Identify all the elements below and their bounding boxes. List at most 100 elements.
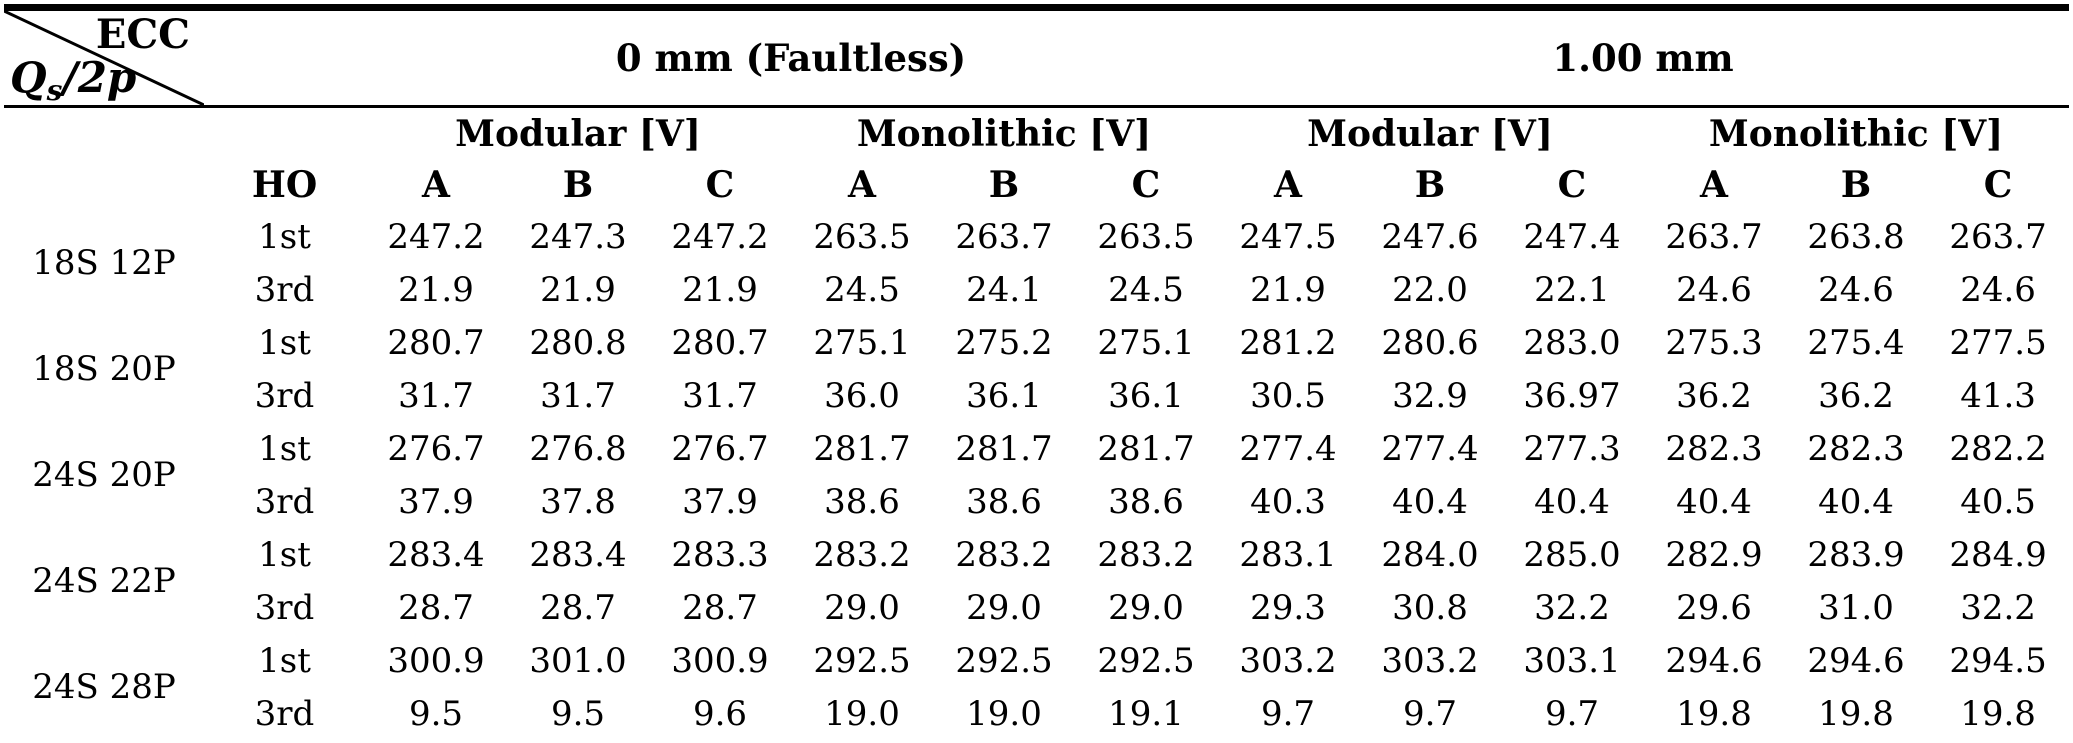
value-cell: 36.97: [1523, 375, 1621, 416]
value-cell: 275.1: [1097, 322, 1195, 363]
value-cell: 281.7: [955, 428, 1053, 469]
value-cell: 276.7: [671, 428, 769, 469]
value-cell: 22.0: [1392, 269, 1468, 310]
value-cell: 29.3: [1250, 587, 1326, 628]
phase-header: B: [562, 164, 594, 206]
table-row-winding-type-header: Modular [V] Monolithic [V] Modular [V] M…: [4, 107, 2069, 161]
value-cell: 303.1: [1523, 640, 1621, 681]
table-row: 24S 22P 1st 283.4 283.4 283.3 283.2 283.2 283.2…: [4, 528, 2069, 602]
value-cell: 283.4: [387, 534, 485, 575]
table-row: 18S 12P 1st 247.2 247.3 247.2 263.5 263.7 263.5…: [4, 210, 2069, 284]
value-cell: 263.7: [1949, 216, 2047, 257]
value-cell: 303.2: [1239, 640, 1337, 681]
value-cell: 31.0: [1818, 587, 1894, 628]
value-cell: 31.7: [398, 375, 474, 416]
value-cell: 280.8: [529, 322, 627, 363]
row-group-label: 24S 20P: [32, 455, 176, 495]
value-cell: 247.5: [1239, 216, 1337, 257]
ecc-group-header-1mm: 1.00 mm: [1217, 7, 2070, 108]
paper-table-page: ECC Qs/2p 0 mm (Faultless) 1.00 mm Modul…: [0, 4, 2073, 743]
value-cell: 40.4: [1818, 481, 1894, 522]
value-cell: 284.0: [1381, 534, 1479, 575]
value-cell: 275.2: [955, 322, 1053, 363]
voltage-harmonics-table: ECC Qs/2p 0 mm (Faultless) 1.00 mm Modul…: [4, 4, 2070, 740]
value-cell: 22.1: [1534, 269, 1610, 310]
value-cell: 277.3: [1523, 428, 1621, 469]
value-cell: 36.1: [966, 375, 1042, 416]
table-body: 18S 12P 1st 247.2 247.3 247.2 263.5 263.7 263.5…: [4, 210, 2069, 740]
value-cell: 292.5: [813, 640, 911, 681]
value-cell: 40.4: [1392, 481, 1468, 522]
harmonic-order-cell: 1st: [258, 216, 311, 257]
value-cell: 283.4: [529, 534, 627, 575]
value-cell: 29.0: [1108, 587, 1184, 628]
phase-header: B: [1840, 164, 1872, 206]
q-symbol: Q: [10, 53, 47, 102]
value-cell: 30.8: [1392, 587, 1468, 628]
value-cell: 247.3: [529, 216, 627, 257]
value-cell: 28.7: [398, 587, 474, 628]
subgroup-header-monolithic-1mm: Monolithic [V]: [1708, 113, 2004, 155]
value-cell: 282.2: [1949, 428, 2047, 469]
ecc-group-header-0mm: 0 mm (Faultless): [365, 7, 1217, 108]
value-cell: 19.0: [966, 693, 1042, 734]
harmonic-order-header: HO: [251, 164, 318, 206]
value-cell: 275.1: [813, 322, 911, 363]
harmonic-order-cell: 3rd: [254, 481, 315, 522]
value-cell: 41.3: [1960, 375, 2036, 416]
value-cell: 282.9: [1665, 534, 1763, 575]
value-cell: 38.6: [966, 481, 1042, 522]
table-row: 3rd 37.9 37.8 37.9 38.6 38.6 38.6 40.3 40.4 40.4 4…: [4, 475, 2069, 528]
value-cell: 263.8: [1807, 216, 1905, 257]
value-cell: 19.1: [1108, 693, 1184, 734]
value-cell: 283.9: [1807, 534, 1905, 575]
value-cell: 294.5: [1949, 640, 2047, 681]
value-cell: 280.7: [671, 322, 769, 363]
value-cell: 292.5: [955, 640, 1053, 681]
value-cell: 247.2: [387, 216, 485, 257]
phase-header: A: [848, 164, 876, 206]
table-row: 24S 20P 1st 276.7 276.8 276.7 281.7 281.7 281.7…: [4, 422, 2069, 496]
value-cell: 294.6: [1665, 640, 1763, 681]
value-cell: 283.2: [813, 534, 911, 575]
value-cell: 263.7: [955, 216, 1053, 257]
table-row: 24S 28P 1st 300.9 301.0 300.9 292.5 292.5 292.5…: [4, 634, 2069, 708]
value-cell: 263.7: [1665, 216, 1763, 257]
value-cell: 282.3: [1665, 428, 1763, 469]
value-cell: 36.1: [1108, 375, 1184, 416]
value-cell: 247.6: [1381, 216, 1479, 257]
harmonic-order-cell: 3rd: [254, 587, 315, 628]
table-row: 3rd 28.7 28.7 28.7 29.0 29.0 29.0 29.3 30.8 32.2 2…: [4, 581, 2069, 634]
value-cell: 9.7: [1402, 693, 1458, 734]
phase-header: B: [988, 164, 1020, 206]
value-cell: 37.9: [682, 481, 758, 522]
value-cell: 36.2: [1676, 375, 1752, 416]
value-cell: 277.4: [1239, 428, 1337, 469]
value-cell: 283.0: [1523, 322, 1621, 363]
value-cell: 24.5: [1108, 269, 1184, 310]
value-cell: 36.2: [1818, 375, 1894, 416]
phase-header: C: [1557, 164, 1587, 206]
value-cell: 9.7: [1260, 693, 1316, 734]
subgroup-header-monolithic-0mm: Monolithic [V]: [856, 113, 1152, 155]
value-cell: 19.8: [1676, 693, 1752, 734]
value-cell: 283.2: [955, 534, 1053, 575]
value-cell: 283.3: [671, 534, 769, 575]
value-cell: 283.1: [1239, 534, 1337, 575]
phase-header: B: [1414, 164, 1446, 206]
value-cell: 300.9: [387, 640, 485, 681]
value-cell: 292.5: [1097, 640, 1195, 681]
value-cell: 281.7: [1097, 428, 1195, 469]
value-cell: 32.2: [1960, 587, 2036, 628]
value-cell: 24.1: [966, 269, 1042, 310]
value-cell: 32.2: [1534, 587, 1610, 628]
value-cell: 277.5: [1949, 322, 2047, 363]
q-denominator: /2p: [62, 53, 137, 102]
value-cell: 21.9: [540, 269, 616, 310]
value-cell: 40.4: [1534, 481, 1610, 522]
value-cell: 37.9: [398, 481, 474, 522]
spacer-cell: [204, 7, 365, 108]
value-cell: 9.7: [1544, 693, 1600, 734]
value-cell: 276.7: [387, 428, 485, 469]
value-cell: 29.0: [966, 587, 1042, 628]
